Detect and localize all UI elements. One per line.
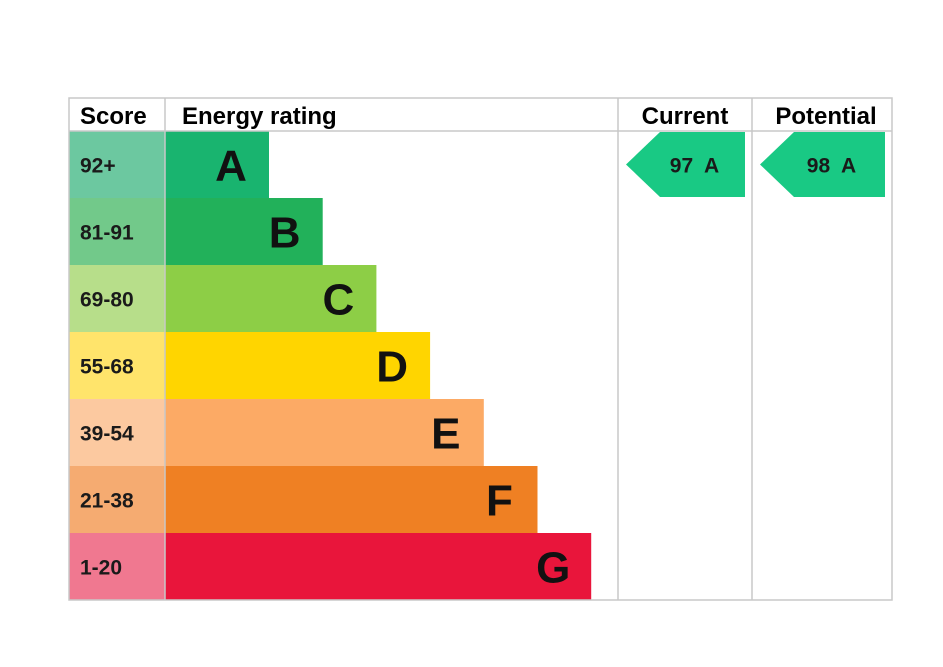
score-range-b: 81-91: [80, 222, 134, 245]
band-letter-a: A: [215, 142, 247, 191]
score-range-d: 55-68: [80, 356, 134, 379]
band-row-c: 69-80 C: [69, 265, 377, 332]
band-bar-e: [165, 399, 484, 466]
score-range-e: 39-54: [80, 423, 134, 446]
current-column-header: Current: [642, 103, 729, 130]
score-column-header: Score: [80, 103, 147, 130]
potential-rating-arrow: 98 A: [760, 132, 885, 197]
band-letter-g: G: [536, 544, 570, 593]
potential-column-header: Potential: [775, 103, 876, 130]
table-outline: [68, 97, 893, 601]
score-cell-c: [69, 265, 165, 332]
potential-rating-arrow-shape: [760, 132, 885, 197]
band-letter-d: D: [376, 343, 408, 392]
band-row-g: 1-20 G: [69, 533, 592, 600]
score-cell-d: [69, 332, 165, 399]
energy-rating-column-header: Energy rating: [182, 103, 337, 130]
score-range-g: 1-20: [80, 557, 122, 580]
score-range-a: 92+: [80, 155, 116, 178]
score-cell-e: [69, 399, 165, 466]
score-range-f: 21-38: [80, 490, 134, 513]
score-cell-b: [69, 198, 165, 265]
current-rating-label: 97 A: [670, 155, 719, 178]
band-bar-c: [165, 265, 377, 332]
current-rating-arrow: 97 A: [626, 132, 745, 197]
band-row-f: 21-38 F: [69, 466, 538, 533]
score-cell-g: [69, 533, 165, 600]
score-cell-a: [69, 131, 165, 198]
band-letter-b: B: [269, 209, 301, 258]
band-row-e: 39-54 E: [69, 399, 484, 466]
potential-rating-label: 98 A: [807, 155, 856, 178]
current-rating-arrow-shape: [626, 132, 745, 197]
band-bar-g: [165, 533, 592, 600]
band-bar-d: [165, 332, 431, 399]
band-letter-f: F: [486, 477, 513, 526]
band-row-a: 92+ A: [69, 131, 269, 198]
score-range-c: 69-80: [80, 289, 134, 312]
band-letter-c: C: [323, 276, 355, 325]
score-cell-f: [69, 466, 165, 533]
band-letter-e: E: [431, 410, 460, 459]
band-bar-f: [165, 466, 538, 533]
rating-bands: 92+ A 81-91 B 69-80 C 55-68 D 39-54 E 21-38 F 1-20 G: [69, 131, 592, 600]
table-grid: [68, 97, 893, 601]
band-row-d: 55-68 D: [69, 332, 431, 399]
band-bar-a: [165, 131, 269, 198]
band-bar-b: [165, 198, 323, 265]
band-row-b: 81-91 B: [69, 198, 323, 265]
